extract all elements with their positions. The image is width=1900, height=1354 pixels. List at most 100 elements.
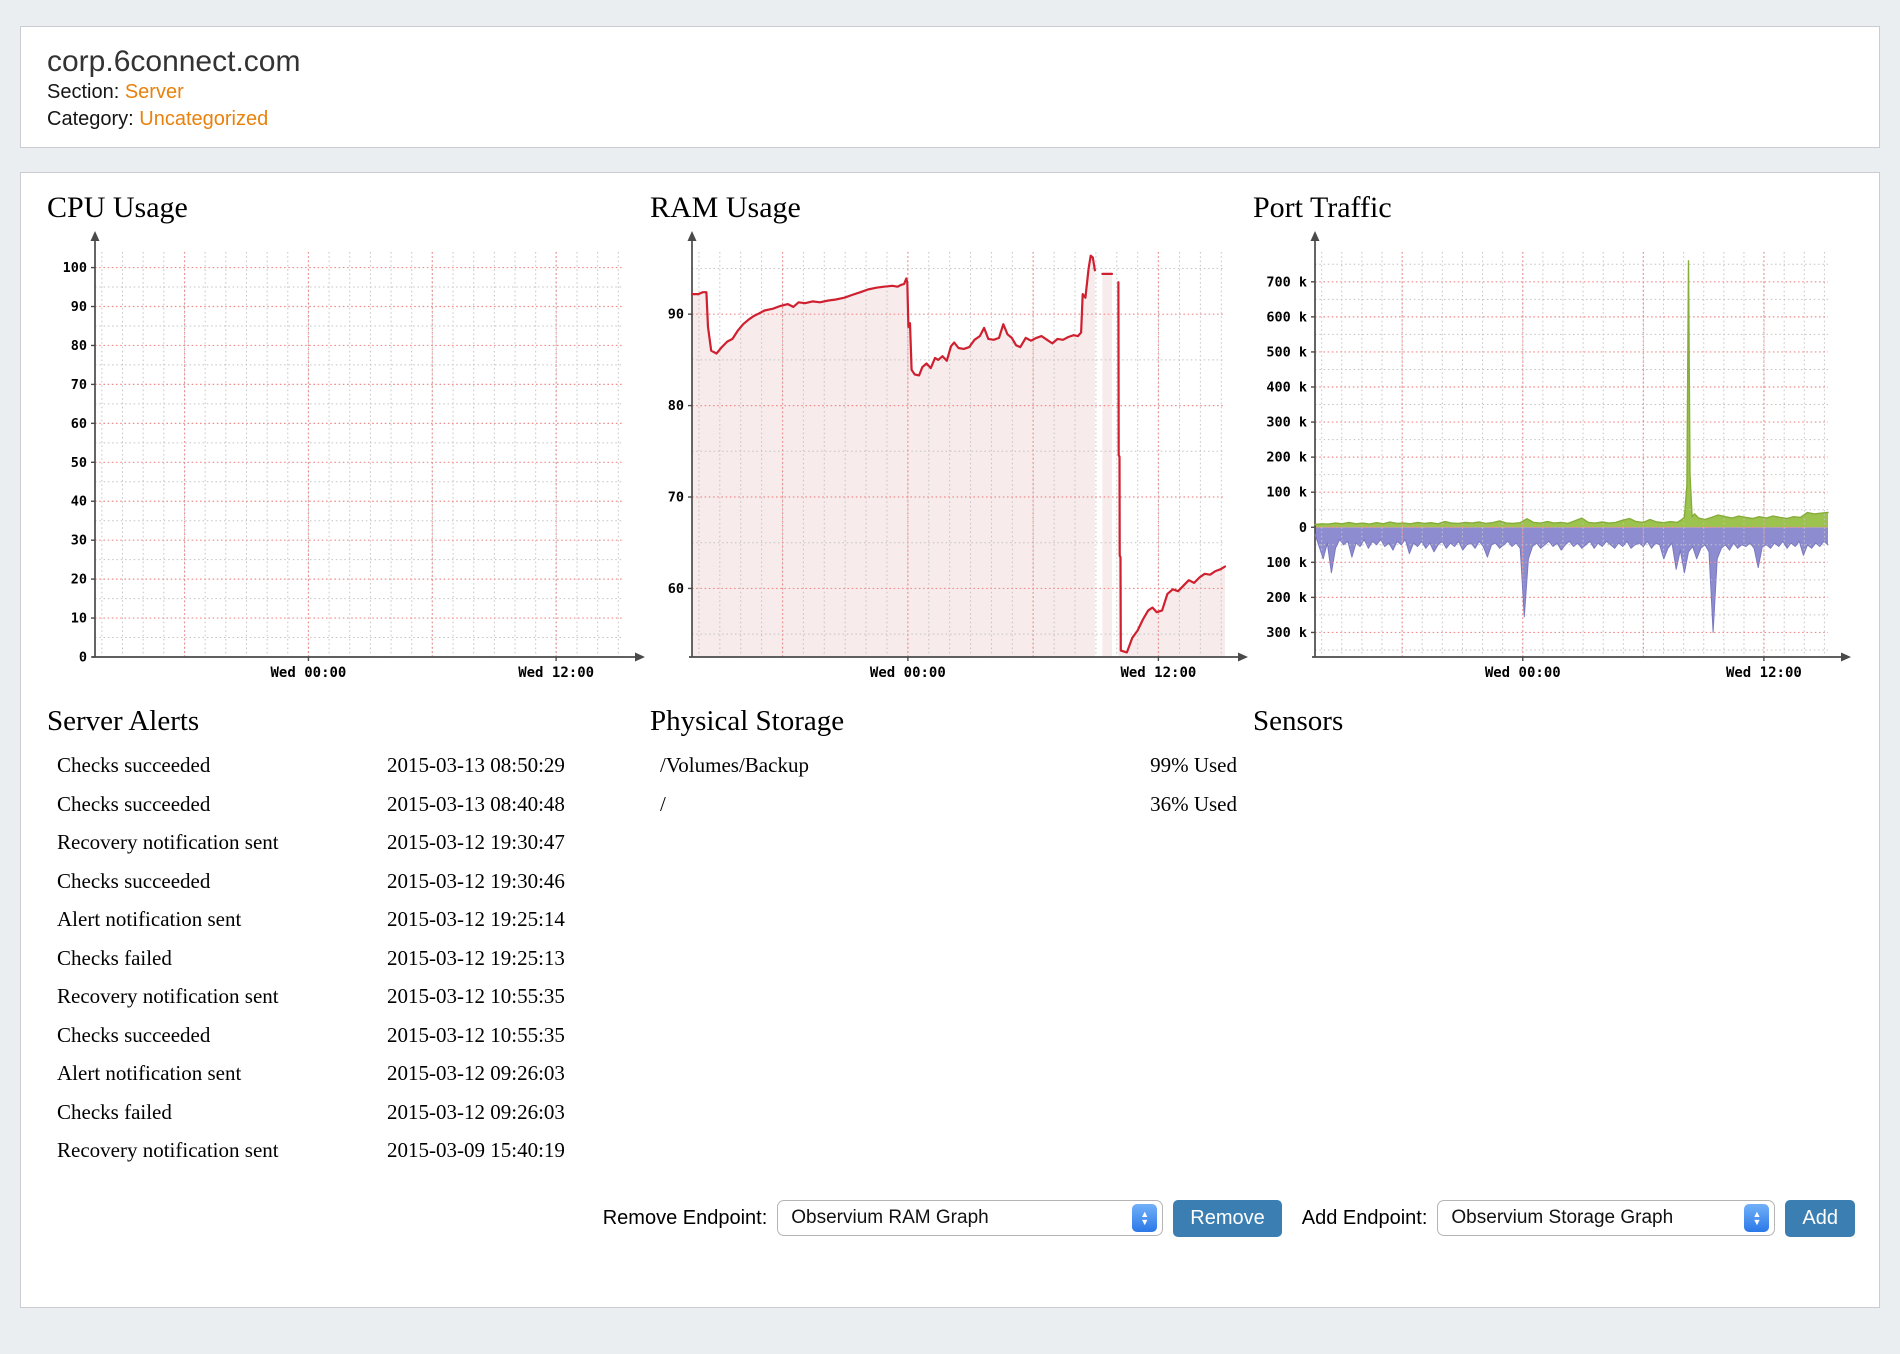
alert-timestamp: 2015-03-12 10:55:35 xyxy=(387,1022,565,1047)
storage-path: /Volumes/Backup xyxy=(660,753,809,777)
alert-timestamp: 2015-03-12 09:26:03 xyxy=(387,1061,565,1085)
alert-row: Checks failed 2015-03-12 09:26:03 xyxy=(43,1093,646,1132)
svg-text:300 k: 300 k xyxy=(1266,415,1307,431)
port-traffic-panel: Port Traffic 700 k 600 k 500 k 400 k 300 k 20… xyxy=(1249,185,1852,687)
svg-text:300 k: 300 k xyxy=(1266,625,1307,641)
alert-row: Checks succeeded 2015-03-12 19:30:46 xyxy=(43,862,646,901)
endpoint-controls: Remove Endpoint: Observium RAM Graph ▲ ▼ … xyxy=(43,1199,1857,1237)
dashboard-card: CPU Usage 0 10 20 30 40 50 60 70 80 90 100 Wed 00:0… xyxy=(20,172,1880,1308)
alert-timestamp: 2015-03-12 19:30:47 xyxy=(387,830,565,854)
alert-timestamp: 2015-03-13 08:50:29 xyxy=(387,753,565,777)
svg-text:50: 50 xyxy=(71,455,87,471)
alert-label: Checks succeeded xyxy=(57,753,211,777)
svg-text:30: 30 xyxy=(71,533,87,549)
alert-timestamp: 2015-03-12 19:25:14 xyxy=(387,907,565,931)
alert-timestamp: 2015-03-12 10:55:35 xyxy=(387,984,565,1008)
remove-endpoint-selected-value: Observium RAM Graph xyxy=(791,1207,989,1228)
svg-text:100 k: 100 k xyxy=(1266,485,1307,501)
svg-text:Wed 00:00: Wed 00:00 xyxy=(271,665,347,681)
alert-label: Checks succeeded xyxy=(57,1022,211,1047)
svg-text:70: 70 xyxy=(71,377,87,393)
remove-endpoint-label: Remove Endpoint: xyxy=(602,1206,768,1229)
server-alerts-section: Server Alerts Checks succeeded 2015-03-13… xyxy=(43,687,646,1170)
alert-timestamp: 2015-03-12 19:25:13 xyxy=(387,945,565,970)
svg-text:700 k: 700 k xyxy=(1266,274,1307,290)
svg-text:0: 0 xyxy=(79,650,87,666)
svg-text:500 k: 500 k xyxy=(1266,344,1307,360)
category-link[interactable]: Uncategorized xyxy=(139,108,269,130)
svg-text:200 k: 200 k xyxy=(1266,450,1307,466)
server-alerts-title: Server Alerts xyxy=(47,705,200,737)
ram-usage-chart: 90 80 70 60 Wed 00:00 Wed 12:00 xyxy=(668,231,1248,681)
svg-text:Wed 12:00: Wed 12:00 xyxy=(518,665,594,681)
category-label: Category: xyxy=(47,108,134,130)
category-line: Category: Uncategorized xyxy=(47,106,1853,133)
svg-text:80: 80 xyxy=(668,398,684,414)
alert-label: Checks succeeded xyxy=(57,868,211,893)
alert-row: Recovery notification sent 2015-03-09 15:… xyxy=(43,1131,646,1170)
add-endpoint-select[interactable]: Observium Storage Graph ▲ ▼ xyxy=(1437,1200,1776,1236)
storage-used-percent: 99% Used xyxy=(1150,753,1237,777)
select-updown-icon: ▲ ▼ xyxy=(1132,1204,1158,1232)
alert-label: Alert notification sent xyxy=(57,907,242,931)
alert-row: Checks succeeded 2015-03-12 10:55:35 xyxy=(43,1016,646,1055)
svg-text:70: 70 xyxy=(668,490,684,506)
cpu-usage-chart: 0 10 20 30 40 50 60 70 80 90 100 Wed 00:00 Wed 12:00 xyxy=(63,231,645,681)
alert-timestamp: 2015-03-12 09:26:03 xyxy=(387,1099,565,1124)
alert-row: Alert notification sent 2015-03-12 09:26:… xyxy=(43,1054,646,1093)
alert-row: Recovery notification sent 2015-03-12 19:… xyxy=(43,823,646,862)
svg-text:0: 0 xyxy=(1299,520,1307,536)
add-endpoint-button[interactable]: Add xyxy=(1785,1199,1855,1237)
svg-text:Wed 00:00: Wed 00:00 xyxy=(870,665,946,681)
cpu-usage-title: CPU Usage xyxy=(47,191,188,224)
server-alerts-list: Checks succeeded 2015-03-13 08:50:29 Check… xyxy=(43,746,646,1170)
sensors-title: Sensors xyxy=(1253,705,1344,737)
svg-text:400 k: 400 k xyxy=(1266,380,1307,396)
section-line: Section: Server xyxy=(47,79,1853,106)
physical-storage-title: Physical Storage xyxy=(650,705,845,737)
svg-text:40: 40 xyxy=(71,494,87,510)
section-link[interactable]: Server xyxy=(124,81,184,103)
storage-row: /Volumes/Backup 99% Used xyxy=(646,746,1249,785)
port-traffic-chart: 700 k 600 k 500 k 400 k 300 k 200 k 100 k 0 100 … xyxy=(1266,231,1851,681)
svg-text:100 k: 100 k xyxy=(1266,555,1307,571)
add-endpoint-selected-value: Observium Storage Graph xyxy=(1451,1207,1674,1228)
sections-row: Server Alerts Checks succeeded 2015-03-13… xyxy=(43,687,1857,1170)
charts-row: CPU Usage 0 10 20 30 40 50 60 70 80 90 100 Wed 00:0… xyxy=(43,185,1857,687)
alert-timestamp: 2015-03-13 08:40:48 xyxy=(387,791,565,816)
add-endpoint-label: Add Endpoint: xyxy=(1301,1206,1428,1229)
svg-text:90: 90 xyxy=(71,299,87,315)
alert-label: Recovery notification sent xyxy=(57,984,279,1008)
remove-endpoint-select[interactable]: Observium RAM Graph ▲ ▼ xyxy=(777,1200,1164,1236)
port-traffic-title: Port Traffic xyxy=(1253,191,1392,224)
header-card: corp.6connect.com Section: Server Catego… xyxy=(20,26,1880,148)
svg-text:80: 80 xyxy=(71,338,87,354)
sensors-section: Sensors xyxy=(1249,687,1852,1170)
cpu-usage-panel: CPU Usage 0 10 20 30 40 50 60 70 80 90 100 Wed 00:0… xyxy=(43,185,646,687)
storage-path: / xyxy=(660,791,666,816)
remove-endpoint-button[interactable]: Remove xyxy=(1173,1199,1282,1237)
svg-text:Wed 12:00: Wed 12:00 xyxy=(1726,665,1802,681)
physical-storage-section: Physical Storage /Volumes/Backup 99% Used… xyxy=(646,687,1249,1170)
svg-text:Wed 00:00: Wed 00:00 xyxy=(1485,665,1561,681)
svg-text:Wed 12:00: Wed 12:00 xyxy=(1120,665,1196,681)
svg-text:20: 20 xyxy=(71,572,87,588)
alert-label: Recovery notification sent xyxy=(57,830,279,854)
svg-text:600 k: 600 k xyxy=(1266,309,1307,325)
alert-label: Recovery notification sent xyxy=(57,1138,279,1162)
alert-row: Alert notification sent 2015-03-12 19:25:… xyxy=(43,900,646,939)
storage-row: / 36% Used xyxy=(646,785,1249,824)
svg-text:200 k: 200 k xyxy=(1266,590,1307,606)
ram-usage-title: RAM Usage xyxy=(650,191,801,224)
alert-label: Checks failed xyxy=(57,1099,172,1124)
svg-text:90: 90 xyxy=(668,307,684,323)
svg-text:100: 100 xyxy=(63,260,87,276)
alert-row: Checks succeeded 2015-03-13 08:40:48 xyxy=(43,785,646,824)
alert-timestamp: 2015-03-12 19:30:46 xyxy=(387,868,565,893)
svg-text:10: 10 xyxy=(71,611,87,627)
alert-label: Checks failed xyxy=(57,945,172,970)
alert-row: Recovery notification sent 2015-03-12 10:… xyxy=(43,977,646,1016)
storage-used-percent: 36% Used xyxy=(1150,791,1237,816)
physical-storage-list: /Volumes/Backup 99% Used / 36% Used xyxy=(646,746,1249,823)
alert-label: Alert notification sent xyxy=(57,1061,242,1085)
